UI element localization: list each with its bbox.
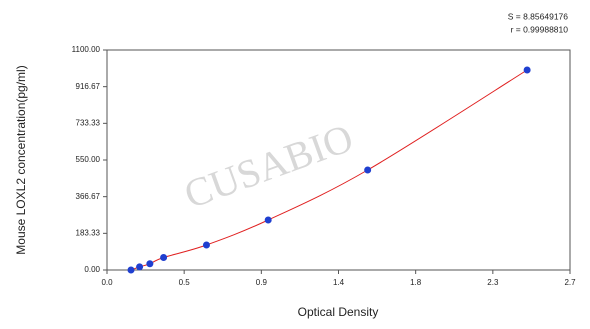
y-tick-label: 1100.00 [72,45,101,54]
watermark: CUSABIO [178,115,358,217]
x-tick-label: 1.4 [333,278,345,287]
y-tick-label: 916.67 [76,82,101,91]
y-tick-label: 366.67 [76,192,101,201]
fit-stat: S = 8.85649176 [508,11,569,21]
y-tick-label: 733.33 [76,118,101,127]
x-axis-title: Optical Density [298,305,379,319]
x-tick-label: 2.3 [487,278,499,287]
x-tick-label: 0.5 [179,278,191,287]
y-tick-label: 550.00 [76,155,101,164]
x-tick-label: 0.9 [256,278,268,287]
data-point [136,263,144,271]
y-tick-label: 0.00 [84,265,100,274]
data-point [146,260,154,268]
data-point [364,166,372,174]
x-tick-label: 1.8 [410,278,422,287]
data-point [127,266,135,274]
y-axis-title: Mouse LOXL2 concentration(pg/ml) [14,65,28,254]
x-tick-label: 2.7 [564,278,576,287]
data-point [160,254,168,261]
y-tick-label: 183.33 [76,228,101,237]
data-point [523,66,531,74]
data-point [264,216,272,224]
data-point [202,241,210,249]
x-tick-label: 0.0 [101,278,113,287]
fit-stat: r = 0.99988810 [511,24,569,34]
